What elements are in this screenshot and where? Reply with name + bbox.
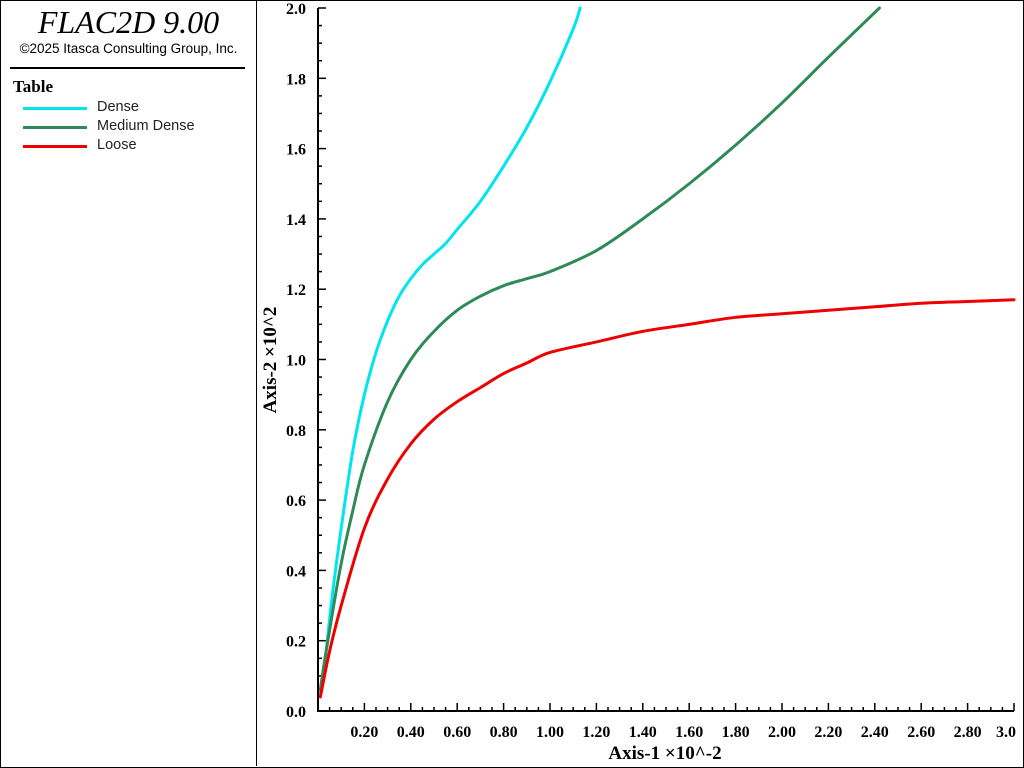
x-tick-label: 2.80 (954, 724, 982, 741)
y-tick-label: 1.6 (286, 142, 306, 159)
legend-item-medium-dense: Medium Dense (23, 118, 243, 136)
series-lines (318, 6, 1016, 699)
title-divider (10, 67, 245, 69)
y-tick-label: 1.0 (286, 353, 306, 370)
y-tick-label: 0.6 (286, 493, 306, 510)
y-tick-label: 1.4 (286, 212, 306, 229)
x-tick-label: 0.20 (350, 724, 378, 741)
x-axis-label: Axis-1 ×10^-2 (608, 743, 721, 764)
series-line-loose (318, 298, 1016, 699)
y-tick-label: 0.8 (286, 423, 306, 440)
legend-label-dense: Dense (97, 99, 139, 115)
x-tick-label: 1.20 (582, 724, 610, 741)
y-tick-label: 1.2 (286, 282, 306, 299)
legend-panel: FLAC2D 9.00 ©2025 Itasca Consulting Grou… (1, 1, 257, 766)
x-tick-label: 0.60 (443, 724, 471, 741)
y-tick-label: 2.0 (286, 1, 306, 18)
x-tick-label: 1.80 (722, 724, 750, 741)
legend-swatch-dense (23, 107, 87, 110)
legend-item-dense: Dense (23, 99, 243, 117)
legend-title: Table (13, 77, 54, 96)
x-tick-label: 2.20 (814, 724, 842, 741)
y-tick-label: 1.8 (286, 71, 306, 88)
axes (317, 8, 1014, 712)
x-tick-label: 3.0 (996, 724, 1016, 741)
legend-swatch-medium-dense (23, 126, 87, 129)
x-tick-label: 2.40 (861, 724, 889, 741)
x-tick-label: 0.80 (490, 724, 518, 741)
y-tick-label: 0.2 (286, 634, 306, 651)
legend-label-loose: Loose (97, 137, 137, 153)
x-tick-label: 1.60 (675, 724, 703, 741)
legend-swatch-loose (23, 145, 87, 148)
x-tick-label: 2.00 (768, 724, 796, 741)
legend-item-loose: Loose (23, 137, 243, 155)
series-line-medium-dense (318, 6, 881, 692)
tick-marks: 0.0 0.2 0.4 0.6 0.8 1.0 1.2 1.4 1.6 1.8 2.0 0.20 0.4… (286, 1, 1016, 741)
x-tick-label: 0.40 (397, 724, 425, 741)
app-title: FLAC2D 9.00 (37, 4, 220, 40)
y-tick-label: 0.4 (286, 563, 306, 580)
x-tick-label: 1.00 (536, 724, 564, 741)
legend-label-medium-dense: Medium Dense (97, 118, 195, 134)
x-tick-label: 2.60 (907, 724, 935, 741)
copyright-notice: ©2025 Itasca Consulting Group, Inc. (19, 41, 238, 56)
y-axis-label: Axis-2 ×10^2 (260, 307, 281, 414)
y-tick-label: 0.0 (286, 704, 306, 721)
series-line-dense (318, 6, 582, 695)
x-tick-label: 1.40 (629, 724, 657, 741)
